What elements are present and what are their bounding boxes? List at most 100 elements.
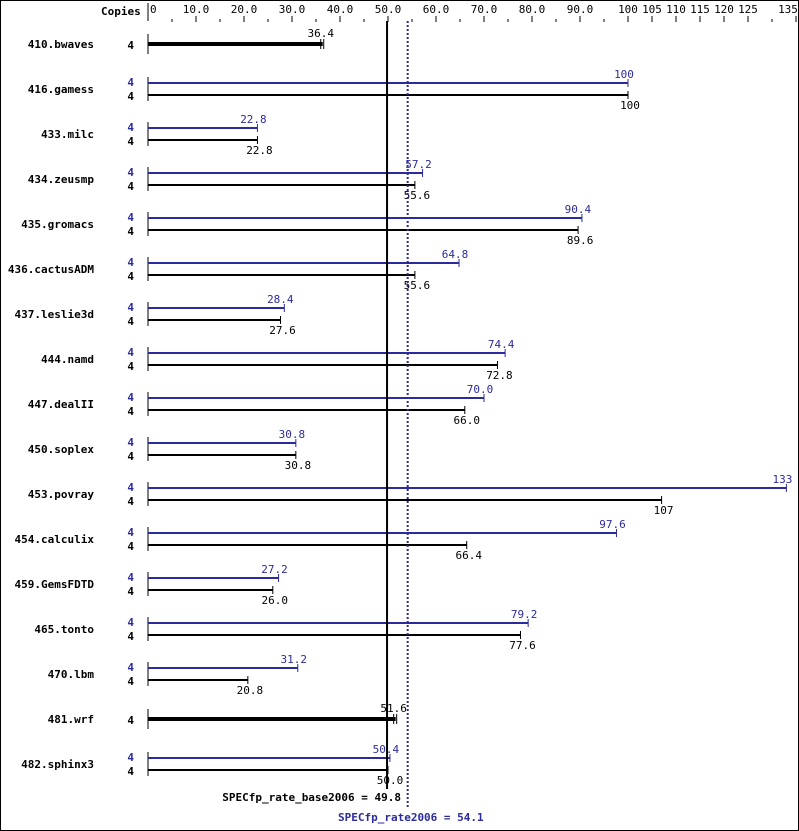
- peak-reference-label: SPECfp_rate2006 = 54.1: [338, 811, 484, 824]
- benchmark-label: 434.zeusmp: [28, 173, 95, 186]
- base-bar: [148, 634, 521, 636]
- base-value-label: 50.0: [377, 774, 404, 787]
- x-tick-label: 110: [666, 3, 686, 16]
- x-tick-label: 115: [690, 3, 710, 16]
- peak-copies-label: 4: [127, 526, 134, 539]
- base-reference-label: SPECfp_rate_base2006 = 49.8: [222, 791, 401, 804]
- base-value-label: 22.8: [246, 144, 273, 157]
- peak-copies-label: 4: [127, 751, 134, 764]
- base-copies-label: 4: [127, 495, 134, 508]
- benchmark-row: 444.namd 44 74.4 72.8: [41, 338, 515, 382]
- peak-value-label: 31.2: [281, 653, 308, 666]
- benchmark-row: 465.tonto 44 79.2 77.6: [34, 608, 537, 652]
- base-value-label: 51.6: [380, 702, 407, 715]
- base-bar: [148, 499, 662, 501]
- benchmark-row: 434.zeusmp 44 57.2 55.6: [28, 158, 432, 202]
- base-bar: [148, 544, 467, 546]
- base-value-label: 26.0: [262, 594, 289, 607]
- peak-bar: [148, 307, 285, 309]
- base-copies-label: 4: [127, 225, 134, 238]
- peak-value-label: 30.8: [279, 428, 306, 441]
- base-copies-label: 4: [127, 585, 134, 598]
- x-tick-label: 90.0: [567, 3, 594, 16]
- benchmark-label: 459.GemsFDTD: [15, 578, 95, 591]
- peak-copies-label: 4: [127, 301, 134, 314]
- base-value-label: 55.6: [404, 279, 431, 292]
- copies-label: 4: [127, 714, 134, 727]
- peak-bar: [148, 487, 787, 489]
- peak-copies-label: 4: [127, 616, 134, 629]
- peak-copies-label: 4: [127, 166, 134, 179]
- benchmark-row: 416.gamess 44 100 100: [28, 68, 640, 112]
- reference-lines: SPECfp_rate_base2006 = 49.8 SPECfp_rate20…: [222, 21, 484, 824]
- benchmark-label: 450.soplex: [28, 443, 95, 456]
- benchmark-row: 433.milc 44 22.8 22.8: [41, 113, 273, 157]
- benchmark-label: 470.lbm: [48, 668, 95, 681]
- benchmark-label: 435.gromacs: [21, 218, 94, 231]
- peak-bar: [148, 577, 279, 579]
- benchmark-label: 465.tonto: [34, 623, 94, 636]
- base-copies-label: 4: [127, 540, 134, 553]
- peak-bar: [148, 397, 484, 399]
- base-copies-label: 4: [127, 360, 134, 373]
- base-bar: [148, 184, 415, 186]
- x-tick-label: 125: [738, 3, 758, 16]
- x-tick-label: 80.0: [519, 3, 546, 16]
- peak-copies-label: 4: [127, 211, 134, 224]
- base-bar: [148, 42, 323, 46]
- benchmark-label: 433.milc: [41, 128, 94, 141]
- benchmark-row: 447.dealII 44 70.0 66.0: [28, 383, 493, 427]
- peak-value-label: 64.8: [442, 248, 469, 261]
- peak-bar: [148, 667, 298, 669]
- benchmark-row: 453.povray 44 133 107: [28, 473, 793, 517]
- base-copies-label: 4: [127, 90, 134, 103]
- peak-bar: [148, 127, 258, 129]
- benchmark-label: 416.gamess: [28, 83, 94, 96]
- peak-value-label: 100: [614, 68, 634, 81]
- peak-bar: [148, 262, 460, 264]
- peak-copies-label: 4: [127, 121, 134, 134]
- peak-bar: [148, 217, 582, 219]
- benchmark-label: 447.dealII: [28, 398, 94, 411]
- x-tick-label: 30.0: [279, 3, 306, 16]
- benchmark-label: 436.cactusADM: [8, 263, 94, 276]
- benchmark-row: 470.lbm 44 31.2 20.8: [48, 653, 307, 697]
- peak-value-label: 74.4: [488, 338, 515, 351]
- peak-value-label: 90.4: [565, 203, 592, 216]
- peak-bar: [148, 532, 617, 534]
- base-copies-label: 4: [127, 450, 134, 463]
- base-value-label: 55.6: [404, 189, 431, 202]
- base-bar: [148, 717, 396, 721]
- peak-value-label: 79.2: [511, 608, 538, 621]
- peak-value-label: 70.0: [467, 383, 494, 396]
- benchmark-label: 410.bwaves: [28, 38, 94, 51]
- base-value-label: 77.6: [509, 639, 536, 652]
- base-value-label: 72.8: [486, 369, 513, 382]
- base-value-label: 66.4: [455, 549, 482, 562]
- benchmark-row: 435.gromacs 44 90.4 89.6: [21, 203, 593, 247]
- peak-bar: [148, 352, 506, 354]
- benchmark-row: 450.soplex 44 30.8 30.8: [28, 428, 311, 472]
- x-tick-label: 100: [618, 3, 638, 16]
- benchmark-row: 410.bwaves 4 36.4: [28, 27, 334, 54]
- benchmark-row: 481.wrf 4 51.6: [48, 702, 407, 729]
- x-tick-label: 10.0: [183, 3, 210, 16]
- x-tick-label: 50.0: [375, 3, 402, 16]
- x-tick-label: 135: [778, 3, 798, 16]
- x-tick-label: 60.0: [423, 3, 450, 16]
- base-bar: [148, 139, 258, 141]
- peak-copies-label: 4: [127, 346, 134, 359]
- base-value-label: 27.6: [269, 324, 296, 337]
- base-value-label: 36.4: [307, 27, 334, 40]
- copies-label: 4: [127, 39, 134, 52]
- peak-value-label: 22.8: [240, 113, 267, 126]
- peak-copies-label: 4: [127, 481, 134, 494]
- benchmark-label: 454.calculix: [15, 533, 95, 546]
- bars-group: 410.bwaves 436.4416.gamess44100100433.mil…: [8, 27, 792, 787]
- peak-copies-label: 4: [127, 571, 134, 584]
- base-copies-label: 4: [127, 630, 134, 643]
- base-bar: [148, 409, 465, 411]
- x-tick-label: 20.0: [231, 3, 258, 16]
- benchmark-label: 482.sphinx3: [21, 758, 94, 771]
